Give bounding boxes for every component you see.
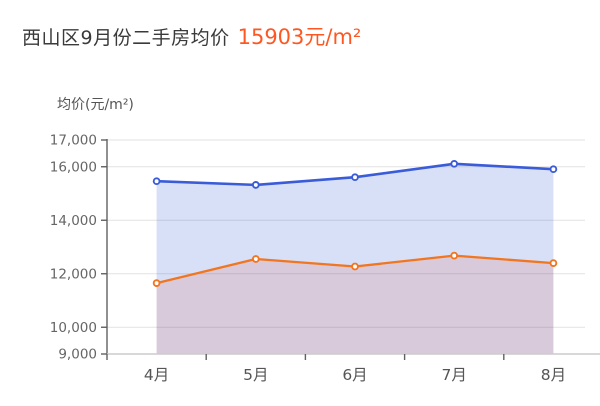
blue-marker-8月 [549, 165, 558, 174]
x-axis-label: 4月 [144, 366, 169, 384]
orange-area [156, 255, 554, 354]
blue-marker-4月 [152, 177, 161, 186]
orange-marker-4月 [152, 279, 161, 287]
y-axis-label: 16,000 [50, 159, 97, 175]
y-axis-label: 12,000 [50, 266, 97, 282]
blue-marker-5月 [251, 181, 260, 189]
y-axis-name: 均价(元/m²) [57, 97, 134, 113]
y-axis-label: 9,000 [58, 347, 97, 363]
x-axis-label: 7月 [442, 366, 467, 384]
x-axis-label: 5月 [243, 366, 268, 384]
y-axis-label: 14,000 [50, 213, 97, 229]
orange-marker-8月 [549, 259, 558, 267]
orange-marker-5月 [251, 255, 260, 263]
x-axis-label: 8月 [541, 366, 566, 384]
y-axis-label: 17,000 [50, 133, 97, 149]
orange-marker-6月 [351, 262, 359, 271]
blue-marker-6月 [351, 173, 359, 182]
y-axis-label: 10,000 [50, 320, 97, 336]
blue-marker-7月 [450, 159, 459, 168]
chart-header: 西山区9月份二手房均价 15903元/m² [22, 21, 361, 51]
blue-area [156, 163, 554, 354]
chart-title: 西山区9月份二手房均价 [22, 27, 230, 49]
x-axis-label: 6月 [342, 366, 367, 384]
chart-title-price-value: 15903元/m² [237, 25, 362, 49]
orange-marker-7月 [450, 251, 459, 260]
